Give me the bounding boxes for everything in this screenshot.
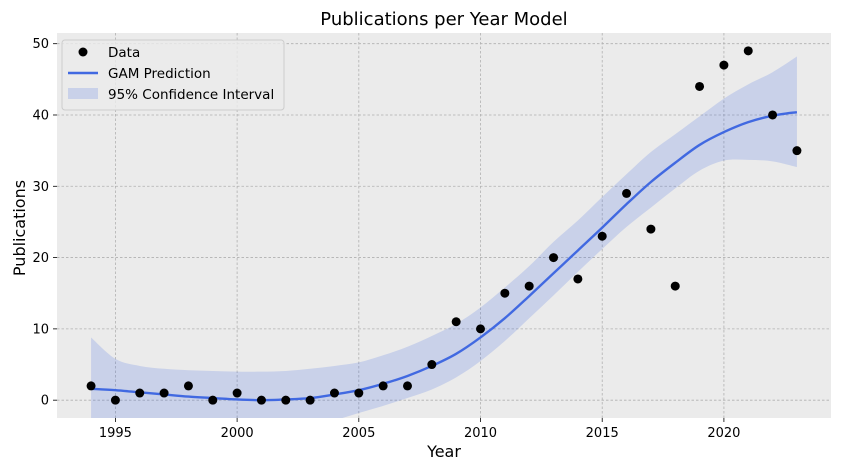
x-axis-ticks: 1995 2000 2005 2010 2015 2020 — [99, 418, 740, 441]
confidence-band — [91, 56, 797, 418]
chart-title: Publications per Year Model — [320, 9, 567, 30]
data-point — [597, 231, 607, 241]
legend: Data GAM Prediction 95% Confidence Inter… — [61, 39, 285, 111]
y-tick-label: 50 — [32, 37, 49, 52]
x-tick-label: 1995 — [99, 426, 132, 441]
x-tick-label: 2010 — [464, 426, 497, 441]
legend-label-data: Data — [108, 45, 140, 61]
data-point — [354, 388, 364, 398]
data-point — [695, 81, 705, 91]
y-tick-label: 40 — [32, 108, 49, 123]
data-points-layer — [86, 46, 802, 405]
data-point — [549, 253, 559, 263]
data-point — [159, 388, 169, 398]
y-tick-label: 20 — [32, 251, 49, 266]
data-point — [792, 146, 802, 156]
data-point — [646, 224, 656, 234]
data-point — [135, 388, 145, 398]
x-axis-label: Year — [426, 442, 461, 461]
y-tick-label: 0 — [41, 394, 49, 409]
data-point — [719, 60, 729, 70]
data-point — [743, 46, 753, 56]
data-point — [183, 381, 193, 391]
x-tick-label: 2020 — [707, 426, 740, 441]
data-point — [500, 288, 510, 298]
y-tick-label: 10 — [32, 322, 49, 337]
data-point — [451, 317, 461, 327]
data-point — [670, 281, 680, 291]
legend-label-prediction: GAM Prediction — [108, 66, 211, 82]
legend-box — [61, 39, 285, 111]
data-point — [427, 360, 437, 370]
data-point — [256, 395, 266, 405]
data-point — [305, 395, 315, 405]
data-point — [208, 395, 218, 405]
data-point — [622, 188, 632, 198]
y-axis-ticks: 0 10 20 30 40 50 — [32, 37, 57, 409]
data-point — [110, 395, 120, 405]
x-tick-label: 2000 — [221, 426, 254, 441]
data-point — [524, 281, 534, 291]
y-tick-label: 30 — [32, 180, 49, 195]
data-point — [768, 110, 778, 120]
legend-marker-data — [78, 47, 88, 57]
data-point — [281, 395, 291, 405]
data-point — [378, 381, 388, 391]
y-axis-label: Publications — [10, 180, 29, 276]
legend-marker-interval — [68, 88, 98, 99]
legend-label-interval: 95% Confidence Interval — [108, 87, 274, 103]
data-point — [476, 324, 486, 334]
data-point — [86, 381, 96, 391]
x-tick-label: 2005 — [342, 426, 375, 441]
confidence-band-layer — [91, 56, 797, 418]
data-point — [402, 381, 412, 391]
x-tick-label: 2015 — [586, 426, 619, 441]
data-point — [329, 388, 339, 398]
data-point — [573, 274, 583, 284]
data-point — [232, 388, 242, 398]
